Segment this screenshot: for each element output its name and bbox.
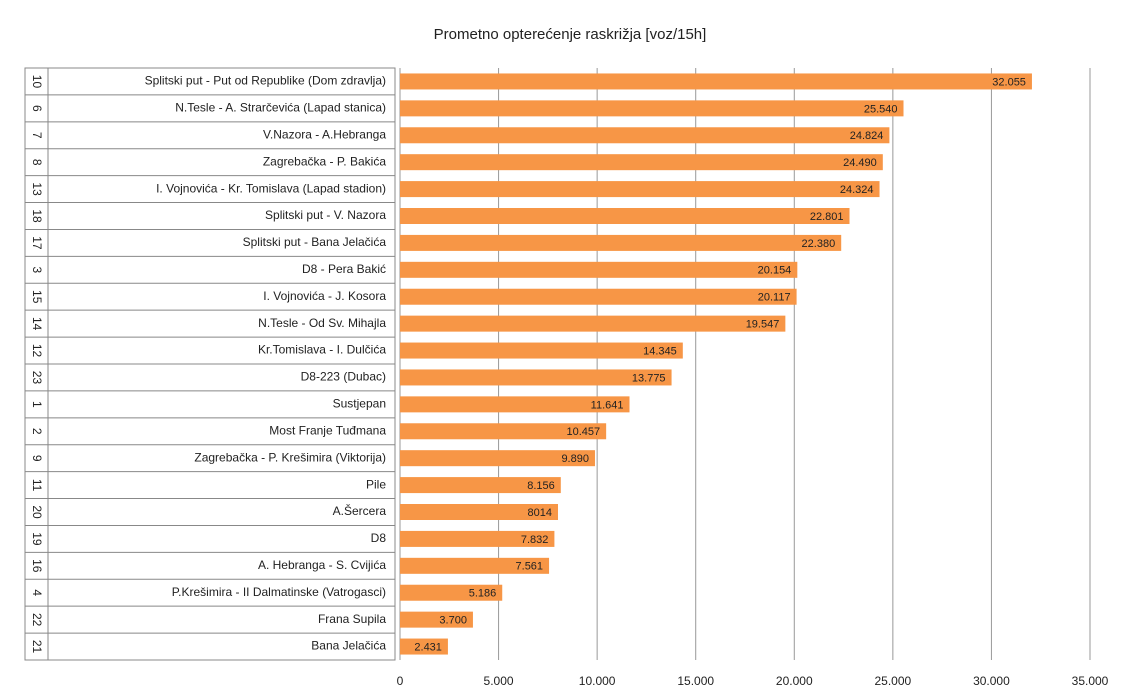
y-tick-label: Splitski put - Put od Republike (Dom zdr… [145,74,386,88]
y-tick-label: I. Vojnovića - Kr. Tomislava (Lapad stad… [156,181,386,195]
category-id: 11 [30,479,44,492]
value-label: 20.154 [758,265,792,277]
y-tick-label: I. Vojnovića - J. Kosora [263,289,386,303]
x-tick-label: 30.000 [973,674,1010,688]
y-tick-label: Sustjepan [333,397,386,411]
bar [400,73,1032,90]
bar [400,530,555,547]
value-label: 2.431 [414,641,442,653]
value-label: 5.186 [469,588,497,600]
category-id: 23 [30,371,44,385]
x-tick-label: 20.000 [776,674,813,688]
value-label: 24.490 [843,157,877,169]
value-label: 3.700 [439,615,467,627]
value-label: 7.832 [521,534,549,546]
value-label: 11.641 [591,399,624,411]
y-tick-label: Bana Jelačića [311,639,386,653]
y-tick-label: N.Tesle - A. Strarčevića (Lapad stanica) [175,101,386,115]
category-id: 14 [30,317,44,331]
bar [400,100,904,117]
y-tick-label: D8 - Pera Bakić [302,262,386,276]
value-label: 14.345 [643,345,677,357]
y-tick-label: Zagrebačka - P. Krešimira (Viktorija) [194,450,386,464]
bar [400,208,850,224]
value-label: 9.890 [561,453,589,465]
category-id: 15 [30,290,44,304]
category-id: 4 [30,589,44,596]
chart-title: Prometno opterećenje raskrižja [voz/15h] [434,26,707,43]
y-tick-label: Pile [366,477,386,491]
y-tick-label: Kr.Tomislava - I. Dulčića [258,343,386,357]
category-id: 22 [30,613,44,627]
category-id: 19 [30,532,44,546]
bar [400,638,448,655]
bar [400,611,473,628]
bar [400,127,890,144]
y-tick-label: Splitski put - V. Nazora [265,208,386,222]
y-tick-label: D8 [371,531,387,545]
x-tick-label: 5.000 [484,674,514,688]
value-label: 7.561 [516,561,544,573]
category-id: 8 [30,159,44,166]
category-id: 17 [30,236,44,250]
x-tick-label: 15.000 [677,674,714,688]
category-id: 7 [30,132,44,139]
x-tick-label: 35.000 [1072,674,1109,688]
value-label: 13.775 [632,372,666,384]
category-id: 12 [30,344,44,358]
value-label: 22.801 [810,211,844,223]
y-tick-label: D8-223 (Dubac) [301,370,386,384]
value-label: 8.156 [527,480,555,492]
category-id: 2 [30,428,44,435]
bar [400,396,630,413]
bar [400,315,786,332]
y-tick-label: Zagrebačka - P. Bakića [263,154,387,168]
category-id: 1 [30,401,44,408]
bar [400,423,607,440]
category-id: 3 [30,266,44,273]
category-id: 10 [30,75,44,89]
bar [400,557,550,574]
y-tick-label: Frana Supila [318,612,386,626]
value-label: 32.055 [992,76,1026,88]
category-id: 20 [30,505,44,519]
value-label: 10.457 [566,426,600,438]
value-label: 24.324 [840,184,874,196]
bar [400,450,595,467]
y-tick-label: N.Tesle - Od Sv. Mihajla [258,316,386,330]
bar [400,288,797,305]
y-tick-label: A.Šercera [333,503,387,518]
bar [400,234,842,251]
x-tick-label: 0 [397,674,404,688]
category-id: 13 [30,182,44,196]
category-id: 6 [30,105,44,112]
value-label: 22.380 [802,238,836,250]
bar [400,154,883,171]
value-label: 25.540 [864,103,898,115]
category-id: 9 [30,455,44,462]
category-id: 16 [30,559,44,573]
value-label: 8014 [528,507,552,519]
bar [400,369,672,386]
y-tick-label: P.Krešimira - II Dalmatinske (Vatrogasci… [172,585,386,599]
y-tick-label: V.Nazora - A.Hebranga [263,127,386,141]
category-id: 18 [30,209,44,223]
category-id: 21 [30,640,44,654]
value-label: 20.117 [758,292,791,304]
x-tick-label: 10.000 [579,674,616,688]
x-tick-label: 25.000 [875,674,912,688]
bar [400,584,503,601]
bar [400,261,798,278]
bar [400,342,683,359]
bar [400,181,880,198]
value-label: 24.824 [850,130,884,142]
y-tick-label: Most Franje Tuđmana [269,423,386,437]
bar [400,477,561,494]
y-tick-label: Splitski put - Bana Jelačića [243,235,387,249]
y-tick-label: A. Hebranga - S. Cvijića [258,558,386,572]
value-label: 19.547 [746,319,780,331]
bar [400,504,558,520]
